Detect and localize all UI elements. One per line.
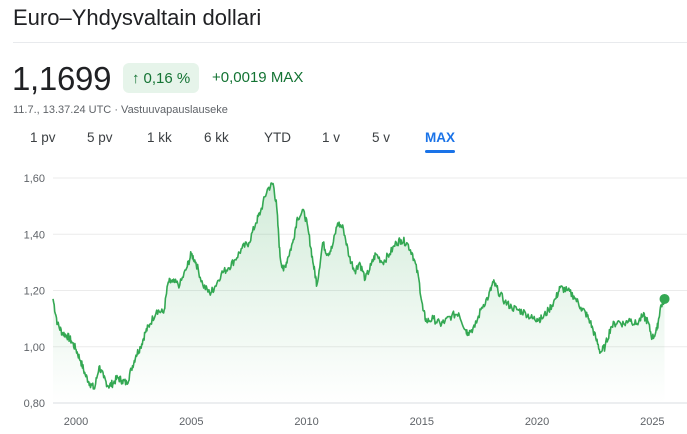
price-line	[52, 182, 665, 390]
header-divider	[13, 42, 687, 43]
price-chart[interactable]: 0,80 1,00 1,20 1,40 1,60 2000 2005 2010 2015 202…	[0, 160, 687, 434]
page-title: Euro–Yhdysvaltain dollari	[13, 5, 262, 30]
x-tick-label: 2005	[179, 416, 203, 428]
tab-1-month[interactable]: 1 kk	[147, 130, 172, 145]
absolute-change-value: +0,0019	[212, 69, 267, 86]
x-tick-label: 2025	[640, 416, 664, 428]
x-tick-label: 2020	[525, 416, 549, 428]
tab-5-days[interactable]: 5 pv	[87, 130, 113, 145]
tab-1-day[interactable]: 1 pv	[30, 130, 56, 145]
x-tick-label: 2015	[410, 416, 434, 428]
current-price: 1,1699	[12, 60, 112, 97]
tab-ytd[interactable]: YTD	[264, 130, 291, 145]
price-area-fill	[53, 183, 665, 403]
quote-timestamp: 11.7., 13.37.24 UTC	[13, 104, 112, 116]
y-tick-label: 1,40	[24, 229, 45, 241]
x-tick-label: 2000	[64, 416, 88, 428]
tab-max[interactable]: MAX	[425, 130, 455, 153]
current-price-marker	[659, 293, 670, 304]
meta-separator: ·	[114, 104, 118, 116]
tab-6-months[interactable]: 6 kk	[204, 130, 229, 145]
y-tick-label: 1,60	[24, 173, 45, 185]
quote-meta: 11.7., 13.37.24 UTC · Vastuuvapauslausek…	[13, 104, 228, 116]
y-tick-label: 1,00	[24, 342, 45, 354]
x-tick-label: 2010	[294, 416, 318, 428]
disclaimer-link[interactable]: Vastuuvapauslauseke	[121, 104, 228, 116]
percent-change-value: 0,16 %	[143, 69, 191, 87]
y-tick-label: 0,80	[24, 398, 45, 410]
y-tick-label: 1,20	[24, 286, 45, 298]
tab-5-years[interactable]: 5 v	[372, 130, 391, 145]
change-period-label: MAX	[270, 69, 304, 86]
percent-change-badge: ↑ 0,16 %	[123, 63, 200, 93]
tab-1-year[interactable]: 1 v	[322, 130, 341, 145]
absolute-change: +0,0019 MAX	[212, 69, 303, 86]
arrow-up-icon: ↑	[132, 69, 140, 87]
